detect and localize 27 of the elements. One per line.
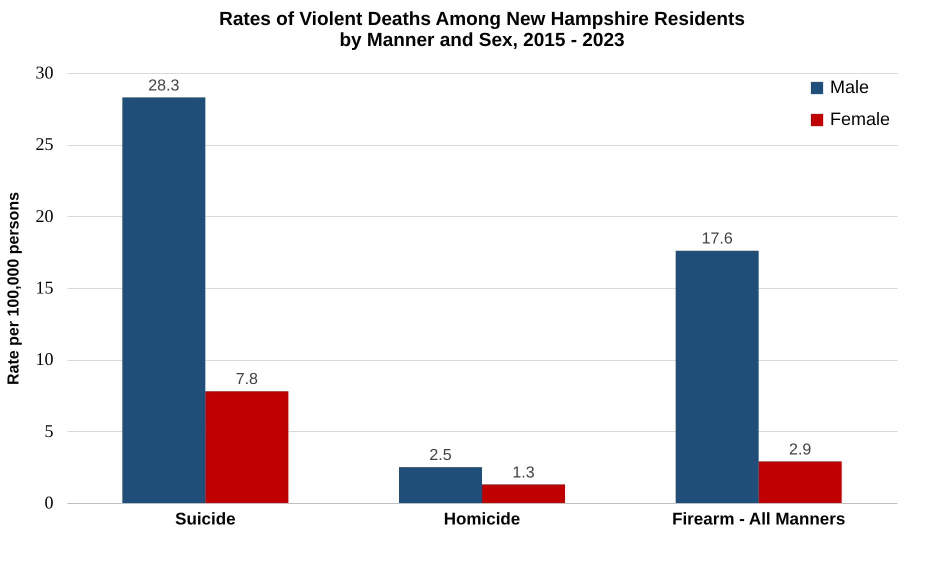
y-tick-label: 10 (36, 349, 54, 370)
y-tick-label: 5 (44, 420, 54, 441)
data-label: 2.5 (429, 447, 452, 464)
y-tick-label: 25 (36, 134, 54, 154)
bar (676, 250, 759, 503)
bar (399, 467, 482, 503)
legend-label: Male (830, 77, 870, 97)
data-label: 7.8 (236, 371, 258, 388)
text: Rates of Violent Deaths Among New Hampshire Residents (219, 9, 745, 30)
bar (122, 97, 206, 503)
data-label: 2.9 (789, 441, 812, 458)
data-label: 17.6 (702, 230, 733, 248)
y-tick-label: 15 (36, 278, 54, 298)
x-tick-label: Homicide (444, 510, 520, 528)
legend-label: Female (830, 109, 890, 129)
bar (482, 484, 565, 503)
text: by Manner and Sex, 2015 - 2023 (339, 30, 625, 51)
y-tick-label: 20 (36, 206, 54, 226)
bar (758, 461, 842, 503)
bar (205, 391, 288, 503)
x-tick-label: Firearm - All Manners (672, 510, 846, 528)
y-tick-label: 30 (36, 62, 54, 82)
y-tick-label: 0 (44, 492, 54, 512)
y-axis-title: Rate per 100,000 persons (6, 192, 22, 385)
data-label: 28.3 (148, 77, 180, 94)
x-tick-label: Suicide (175, 510, 236, 528)
data-label: 1.3 (512, 464, 535, 482)
